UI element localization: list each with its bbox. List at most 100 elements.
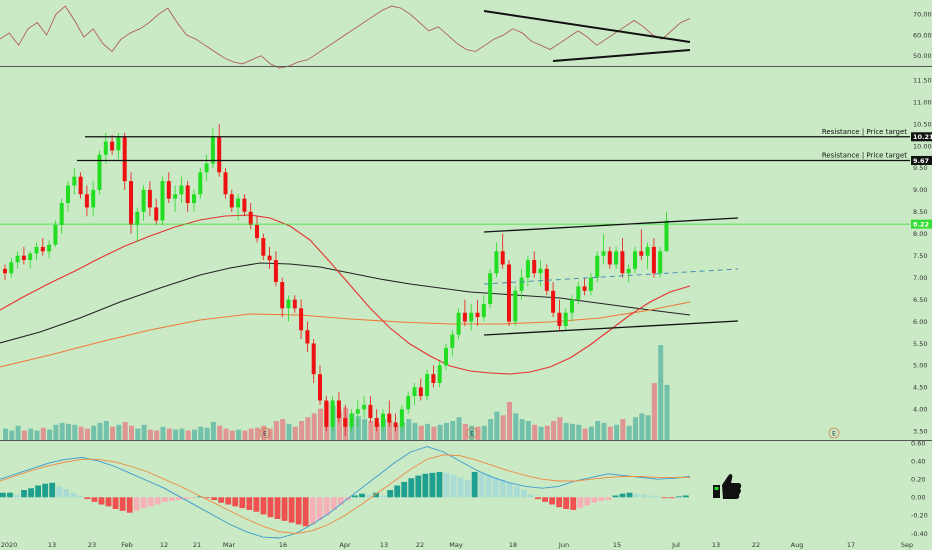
macd-histogram-bar	[70, 492, 77, 498]
candle-body	[664, 220, 669, 252]
macd-histogram-bar	[168, 497, 175, 501]
candle	[664, 211, 669, 252]
candle-body	[525, 260, 530, 278]
macd-histogram-bar	[288, 497, 295, 523]
candle	[355, 400, 360, 427]
rsi-tick-label: 70.00	[913, 11, 932, 19]
x-tick-label: 22	[752, 541, 760, 549]
volume-bar	[9, 430, 15, 440]
candle-body	[103, 141, 108, 155]
volume-bar	[544, 425, 550, 440]
volume-bar	[437, 424, 443, 440]
macd-histogram-bar	[457, 477, 464, 498]
macd-histogram-bar	[366, 494, 372, 498]
x-tick-label: Apr	[339, 541, 351, 549]
x-tick-label: 12	[160, 541, 168, 549]
x-tick-label: 13	[48, 541, 56, 549]
macd-histogram-bar	[352, 495, 358, 498]
price-tick-label: 7.50	[913, 252, 927, 260]
x-tick-label: 2020	[1, 541, 18, 549]
volume-bar	[66, 423, 71, 440]
macd-histogram-bar	[394, 485, 401, 498]
candle-body	[399, 409, 404, 427]
macd-histogram-bar	[21, 490, 27, 498]
volume-bar	[15, 425, 21, 440]
candle	[488, 268, 493, 309]
rsi-pane: 70.00 60.00 50.00	[0, 5, 932, 69]
candle-body	[456, 312, 461, 335]
candle-body	[47, 244, 52, 252]
volume-bar	[318, 408, 323, 440]
candle	[210, 128, 215, 168]
x-tick-label: 15	[613, 541, 621, 549]
candle	[173, 185, 178, 212]
price-tick-label: 6.00	[913, 318, 927, 326]
x-tick-label: 13	[380, 541, 388, 549]
candle	[204, 154, 209, 182]
candle	[462, 299, 467, 326]
volume-bar	[217, 425, 223, 440]
rsi-upper-trendline	[483, 10, 691, 43]
macd-histogram-bar	[281, 497, 288, 521]
candle	[160, 176, 165, 225]
price-pane: 11.50 11.00 10.50 10.00 9.50 9.00 8.50 8.00 7.50…	[0, 76, 932, 440]
candle	[595, 251, 600, 283]
x-tick-label: Feb	[121, 541, 133, 549]
candle-body	[192, 194, 196, 204]
candle-body	[500, 251, 505, 265]
candle	[368, 396, 373, 423]
candle-body	[166, 181, 171, 199]
candle-body	[355, 409, 360, 414]
candle	[525, 255, 530, 287]
candle	[305, 321, 310, 353]
earnings-marker-label: E	[832, 430, 836, 438]
candle	[481, 295, 486, 322]
candle	[179, 176, 184, 204]
x-tick-label: Mar	[223, 541, 236, 549]
candle	[570, 295, 574, 322]
candle	[185, 181, 190, 212]
candle-body	[9, 262, 14, 274]
resistance-label: Resistance | Price target	[822, 128, 907, 136]
macd-histogram-bar	[668, 497, 675, 499]
candle-body	[507, 264, 511, 322]
candle	[658, 246, 663, 278]
candle	[273, 251, 278, 287]
candle	[299, 299, 304, 340]
candle	[166, 172, 171, 204]
macd-histogram-bar	[619, 493, 626, 498]
candle	[59, 198, 64, 234]
volume-bar	[311, 413, 317, 440]
volume-bar	[368, 421, 374, 440]
candle-body	[658, 251, 663, 274]
macd-histogram-bar	[147, 497, 154, 507]
macd-histogram-bar	[232, 497, 239, 507]
signal-line	[0, 454, 690, 534]
macd-histogram-bar	[56, 486, 63, 498]
macd-histogram-bar	[239, 497, 246, 509]
volume-bar	[570, 423, 575, 440]
volume-bar	[494, 411, 500, 440]
candle-body	[21, 255, 26, 261]
candle	[444, 343, 448, 370]
candle-body	[40, 246, 45, 252]
candle-body	[280, 282, 285, 309]
macd-histogram-bar	[112, 497, 119, 510]
volume-bar	[614, 424, 620, 440]
macd-histogram-bar	[176, 497, 182, 500]
candle-body	[160, 181, 165, 221]
volume-bar	[381, 419, 386, 440]
candle	[639, 229, 644, 261]
candle-body	[588, 277, 593, 291]
candle-body	[538, 268, 543, 274]
volume-bar	[595, 421, 601, 440]
volume-bar	[3, 428, 8, 440]
candle-body	[53, 224, 58, 245]
candle-body	[570, 299, 574, 313]
earnings-marker-label: E	[263, 430, 267, 438]
candle	[53, 220, 58, 247]
candle-body	[236, 198, 241, 208]
rsi-tick-label: 50.00	[913, 52, 932, 60]
candle	[236, 194, 241, 221]
